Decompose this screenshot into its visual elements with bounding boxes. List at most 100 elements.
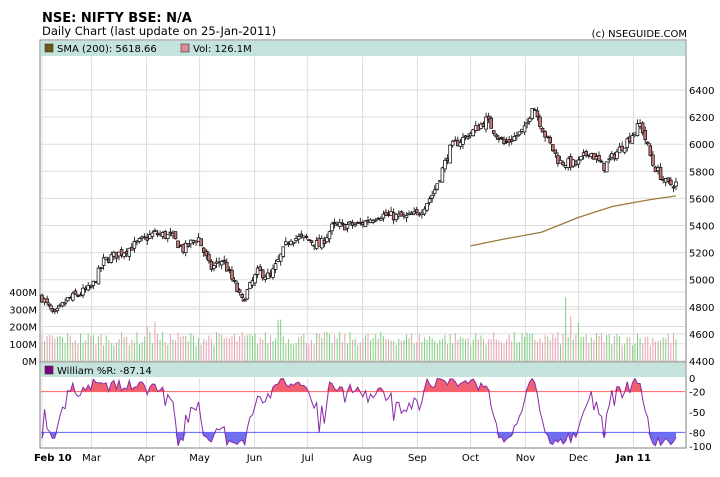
- candle-body: [363, 220, 368, 227]
- month-tick-label: Dec: [569, 453, 588, 464]
- candle-body: [556, 155, 560, 164]
- candle-body: [150, 232, 155, 237]
- candle-body: [142, 236, 147, 239]
- grid-lines: [41, 57, 685, 447]
- candle-body: [371, 220, 375, 223]
- candle-body: [127, 247, 132, 257]
- price-tick-label: 4600: [689, 330, 714, 341]
- price-tick-label: 4400: [689, 357, 714, 368]
- candle-body: [281, 246, 286, 257]
- candle-body: [597, 155, 601, 161]
- candle-body: [412, 211, 416, 215]
- candle-body: [604, 161, 609, 173]
- candle-body: [109, 254, 114, 263]
- candle-body: [340, 222, 345, 225]
- candle-body: [553, 149, 558, 154]
- candle-body: [517, 131, 522, 136]
- month-tick-label: Jan 11: [615, 453, 651, 464]
- candle-body: [625, 138, 629, 148]
- candle-body: [91, 280, 96, 286]
- chart-subtitle: Daily Chart (last update on 25-Jan-2011): [42, 24, 276, 38]
- candle-body: [168, 231, 173, 234]
- month-tick-label: Apr: [138, 453, 156, 464]
- candle-body: [330, 223, 334, 232]
- candle-body: [545, 135, 550, 138]
- candle-body: [630, 135, 635, 144]
- candle-body: [669, 179, 673, 186]
- price-tick-label: 5400: [689, 222, 714, 233]
- candle-body: [353, 224, 357, 227]
- candle-body: [489, 117, 493, 129]
- sma-line-layer: [470, 195, 677, 247]
- month-tick-label: Jul: [301, 453, 314, 464]
- candle-body: [294, 238, 298, 241]
- candle-body: [561, 161, 565, 166]
- candle-body: [533, 109, 537, 111]
- candle-body: [579, 156, 583, 161]
- candle-body: [671, 186, 676, 189]
- candle-body: [225, 261, 229, 272]
- candle-body: [89, 285, 93, 288]
- candle-body: [548, 137, 552, 144]
- candle-body: [635, 123, 640, 136]
- candle-body: [450, 140, 455, 146]
- candle-body: [651, 154, 655, 166]
- candle-body: [65, 297, 70, 302]
- candle-body: [432, 189, 437, 194]
- candle-body: [427, 198, 432, 203]
- candle-body: [622, 147, 627, 153]
- candle-body: [278, 253, 283, 262]
- candle-body: [381, 213, 386, 219]
- williams-r-line: [41, 377, 677, 447]
- candle-body: [47, 303, 52, 307]
- candle-body: [373, 219, 378, 222]
- candle-body: [296, 236, 301, 240]
- williams-layer: [41, 377, 685, 447]
- month-tick-label: Mar: [82, 453, 102, 464]
- chart-title: NSE: NIFTY BSE: N/A: [42, 11, 192, 26]
- candle-body: [176, 240, 180, 249]
- candle-body: [576, 159, 581, 165]
- candle-body: [248, 282, 252, 290]
- candle-body: [253, 274, 257, 284]
- candle-body: [584, 150, 588, 156]
- candle-body: [499, 136, 504, 140]
- candle-body: [538, 116, 542, 127]
- candle-body: [307, 239, 311, 241]
- williams-legend-band: [41, 363, 685, 377]
- candle-body: [81, 287, 85, 296]
- volume-tick-label: 100M: [9, 340, 37, 351]
- overbought-fill: [42, 378, 676, 392]
- price-tick-label: 6200: [689, 113, 714, 124]
- candle-body: [104, 256, 108, 260]
- williams-legend-swatch: [44, 365, 54, 375]
- candle-body: [55, 307, 60, 312]
- candle-body: [466, 136, 470, 139]
- candle-body: [471, 129, 475, 137]
- candle-body: [260, 269, 265, 279]
- price-tick-label: 5800: [689, 167, 714, 178]
- candle-body: [674, 181, 678, 187]
- volume-bars: [41, 297, 677, 361]
- candle-body: [325, 237, 329, 243]
- candle-body: [71, 292, 75, 301]
- sma-200-line: [470, 195, 677, 247]
- candlesticks: [40, 107, 678, 315]
- candle-body: [399, 211, 404, 217]
- month-tick-label: Sep: [408, 453, 427, 464]
- candle-body: [486, 115, 491, 120]
- candle-body: [222, 259, 226, 262]
- candle-body: [99, 267, 103, 269]
- candle-body: [540, 128, 545, 133]
- candle-body: [448, 144, 452, 164]
- candle-body: [394, 214, 398, 221]
- candle-body: [345, 224, 350, 229]
- price-tick-label: 6000: [689, 140, 714, 151]
- candle-body: [332, 221, 337, 224]
- candle-body: [404, 214, 409, 218]
- candle-body: [430, 194, 434, 199]
- candle-body: [525, 122, 529, 125]
- candle-body: [230, 269, 234, 280]
- candle-body: [384, 211, 388, 216]
- williams-legend-label: William %R: -87.14: [57, 366, 152, 377]
